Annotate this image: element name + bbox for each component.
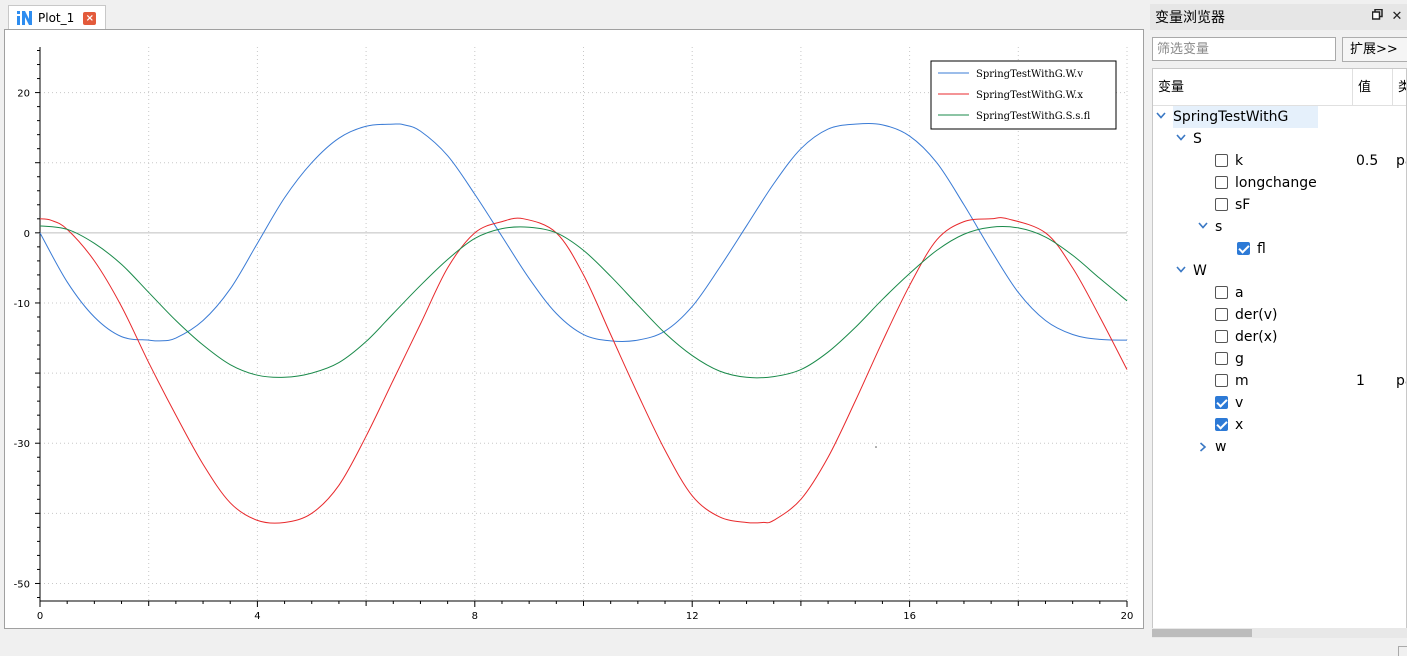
legend-box bbox=[930, 60, 1117, 130]
tree-node-S[interactable]: S bbox=[1153, 128, 1406, 150]
tree-node-label: sF bbox=[1235, 197, 1251, 213]
plot-tab-bar: Plot_1 × bbox=[0, 0, 1145, 30]
column-header-type[interactable]: 类 bbox=[1393, 69, 1406, 106]
x-tick-label: 4 bbox=[254, 611, 260, 622]
tree-node-label: w bbox=[1215, 439, 1227, 455]
expand-button[interactable]: 扩展>> bbox=[1342, 37, 1407, 62]
tree-header: 变量 值 类 bbox=[1153, 69, 1406, 106]
tree-node-label: der(x) bbox=[1235, 329, 1278, 345]
plot-app-icon bbox=[17, 11, 33, 25]
legend-entry-fl: SpringTestWithG.S.s.fl bbox=[976, 111, 1091, 122]
scrollbar-thumb[interactable] bbox=[1152, 629, 1252, 637]
tree-node-label: W bbox=[1193, 263, 1207, 279]
checkbox-k[interactable] bbox=[1215, 154, 1228, 167]
tab-plot-1[interactable]: Plot_1 × bbox=[8, 5, 106, 30]
checkbox-der-x[interactable] bbox=[1215, 330, 1228, 343]
legend-entry-x: SpringTestWithG.W.x bbox=[976, 90, 1083, 101]
variable-browser-titlebar: 变量浏览器 ✕ bbox=[1150, 4, 1407, 30]
checkbox-sF[interactable] bbox=[1215, 198, 1228, 211]
chevron-down-icon[interactable] bbox=[1175, 128, 1187, 150]
value-cell: 0.5 bbox=[1356, 153, 1379, 169]
tree-node-label: longchange bbox=[1235, 175, 1317, 191]
checkbox-longchange[interactable] bbox=[1215, 176, 1228, 189]
tree-node-w[interactable]: w bbox=[1153, 436, 1406, 458]
tree-node-label: S bbox=[1193, 131, 1202, 147]
tree-node-label: m bbox=[1235, 373, 1249, 389]
tree-node-springtestwithg[interactable]: SpringTestWithG bbox=[1153, 106, 1406, 128]
series-line-v bbox=[39, 122, 1128, 342]
tree-node-fl[interactable]: fl bbox=[1153, 238, 1406, 260]
tree-node-g[interactable]: g bbox=[1153, 348, 1406, 370]
float-window-icon[interactable] bbox=[1367, 7, 1387, 27]
horizontal-scrollbar[interactable] bbox=[1152, 628, 1407, 638]
close-panel-icon[interactable]: ✕ bbox=[1391, 9, 1403, 24]
y-tick-label: 0 bbox=[24, 229, 30, 240]
tree-node-label: k bbox=[1235, 153, 1244, 169]
series-line-fl bbox=[39, 225, 1128, 379]
chevron-down-icon[interactable] bbox=[1197, 216, 1209, 238]
tree-node-longchange[interactable]: longchange bbox=[1153, 172, 1406, 194]
x-tick-label: 16 bbox=[903, 611, 916, 622]
checkbox-x[interactable] bbox=[1215, 418, 1228, 431]
y-tick-label: -10 bbox=[14, 299, 30, 310]
resize-grip[interactable] bbox=[1398, 646, 1407, 656]
y-tick-label: 20 bbox=[17, 89, 30, 100]
checkbox-a[interactable] bbox=[1215, 286, 1228, 299]
tree-node-m[interactable]: m 1 pa bbox=[1153, 370, 1406, 392]
line-chart: 0 4 8 12 16 20 20 0 -10 -30 -50 SpringTestWithG.W.… bbox=[14, 47, 1134, 622]
chevron-down-icon[interactable] bbox=[1175, 260, 1187, 282]
chevron-right-icon[interactable] bbox=[1197, 436, 1209, 458]
checkbox-g[interactable] bbox=[1215, 352, 1228, 365]
stray-dot bbox=[875, 446, 877, 448]
value-cell: 1 bbox=[1356, 373, 1365, 389]
tree-node-x[interactable]: x bbox=[1153, 414, 1406, 436]
filter-variable-input[interactable] bbox=[1152, 37, 1336, 61]
tree-node-W[interactable]: W bbox=[1153, 260, 1406, 282]
tree-node-label: a bbox=[1235, 285, 1244, 301]
type-cell: pa bbox=[1396, 373, 1406, 389]
tree-node-der-v[interactable]: der(v) bbox=[1153, 304, 1406, 326]
checkbox-der-v[interactable] bbox=[1215, 308, 1228, 321]
x-tick-label: 0 bbox=[37, 611, 43, 622]
column-header-value[interactable]: 值 bbox=[1353, 69, 1393, 106]
x-tick-label: 20 bbox=[1121, 611, 1134, 622]
column-header-variable[interactable]: 变量 bbox=[1153, 69, 1353, 106]
tab-title: Plot_1 bbox=[38, 11, 75, 25]
tree-node-a[interactable]: a bbox=[1153, 282, 1406, 304]
plot-area[interactable]: 0 4 8 12 16 20 20 0 -10 -30 -50 SpringTestWithG.W.… bbox=[4, 29, 1144, 629]
tree-node-s[interactable]: s bbox=[1153, 216, 1406, 238]
y-tick-label: -30 bbox=[14, 439, 30, 450]
variable-browser-title: 变量浏览器 bbox=[1155, 10, 1225, 26]
tree-node-k[interactable]: k 0.5 pa bbox=[1153, 150, 1406, 172]
tree-node-label: fl bbox=[1257, 241, 1266, 257]
tree-node-der-x[interactable]: der(x) bbox=[1153, 326, 1406, 348]
variable-browser-panel: 变量浏览器 ✕ 扩展>> 变量 值 类 SpringTestWithG S k … bbox=[1150, 4, 1407, 644]
tree-node-label: g bbox=[1235, 351, 1244, 367]
tree-node-label: x bbox=[1235, 417, 1244, 433]
legend-entry-v: SpringTestWithG.W.v bbox=[976, 69, 1083, 80]
tree-node-label: SpringTestWithG bbox=[1173, 106, 1319, 128]
tree-node-label: der(v) bbox=[1235, 307, 1278, 323]
tree-node-sF[interactable]: sF bbox=[1153, 194, 1406, 216]
close-icon[interactable]: × bbox=[83, 11, 97, 25]
series-line-x bbox=[39, 217, 1128, 524]
x-tick-label: 8 bbox=[472, 611, 478, 622]
y-tick-label: -50 bbox=[14, 579, 30, 590]
variable-tree: 变量 值 类 SpringTestWithG S k 0.5 pa longch… bbox=[1152, 68, 1407, 634]
tree-node-label: s bbox=[1215, 219, 1223, 235]
x-tick-label: 12 bbox=[686, 611, 699, 622]
chevron-down-icon[interactable] bbox=[1155, 106, 1167, 128]
tree-node-v[interactable]: v bbox=[1153, 392, 1406, 414]
checkbox-m[interactable] bbox=[1215, 374, 1228, 387]
checkbox-v[interactable] bbox=[1215, 396, 1228, 409]
type-cell: pa bbox=[1396, 153, 1406, 169]
tree-node-label: v bbox=[1235, 395, 1244, 411]
checkbox-fl[interactable] bbox=[1237, 242, 1250, 255]
